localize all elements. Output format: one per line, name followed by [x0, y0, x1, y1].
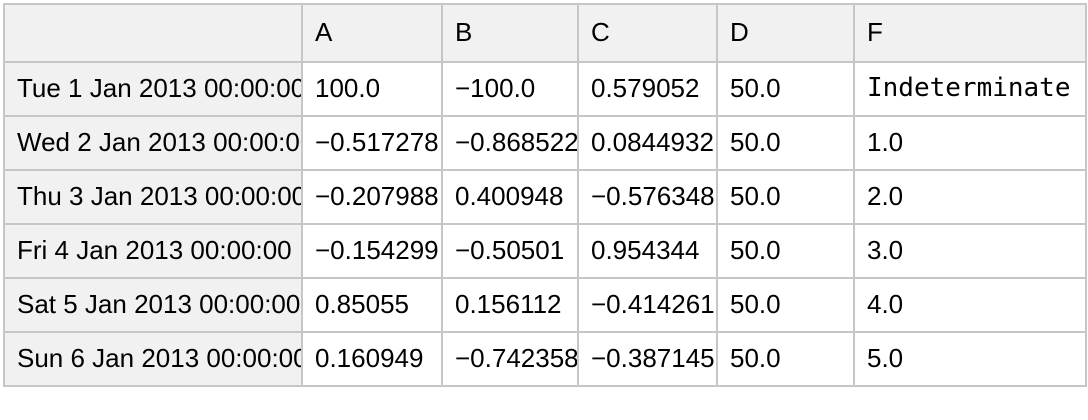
data-cell: −0.154299: [301, 223, 443, 279]
data-cell: −0.576348: [577, 169, 718, 225]
row-index-cell: Sat 5 Jan 2013 00:00:00: [3, 277, 303, 333]
data-cell: 50.0: [716, 331, 855, 387]
data-cell: 4.0: [853, 277, 1087, 333]
data-cell: 2.0: [853, 169, 1087, 225]
column-header-f: F: [853, 3, 1087, 63]
row-index-cell: Tue 1 Jan 2013 00:00:00: [3, 61, 303, 117]
data-cell: 0.156112: [441, 277, 579, 333]
table-row: Thu 3 Jan 2013 00:00:00 −0.207988 0.4009…: [3, 169, 1087, 225]
data-cell: 0.85055: [301, 277, 443, 333]
header-row: A B C D F: [3, 3, 1087, 63]
row-index-cell: Fri 4 Jan 2013 00:00:00: [3, 223, 303, 279]
data-cell: 0.160949: [301, 331, 443, 387]
table-row: Wed 2 Jan 2013 00:00:00 −0.517278 −0.868…: [3, 115, 1087, 171]
row-index-cell: Sun 6 Jan 2013 00:00:00: [3, 331, 303, 387]
data-cell: −100.0: [441, 61, 579, 117]
data-cell: 0.954344: [577, 223, 718, 279]
row-index-cell: Wed 2 Jan 2013 00:00:00: [3, 115, 303, 171]
row-index-cell: Thu 3 Jan 2013 00:00:00: [3, 169, 303, 225]
dataframe-table: A B C D F Tue 1 Jan 2013 00:00:00 100.0 …: [3, 3, 1087, 387]
column-header-b: B: [441, 3, 579, 63]
data-cell: 5.0: [853, 331, 1087, 387]
data-cell: 0.0844932: [577, 115, 718, 171]
data-cell: 0.400948: [441, 169, 579, 225]
table-row: Sat 5 Jan 2013 00:00:00 0.85055 0.156112…: [3, 277, 1087, 333]
column-header-a: A: [301, 3, 443, 63]
data-cell: −0.207988: [301, 169, 443, 225]
data-cell: 50.0: [716, 277, 855, 333]
data-cell: 100.0: [301, 61, 443, 117]
data-cell-indeterminate: Indeterminate: [853, 61, 1087, 117]
table-row: Tue 1 Jan 2013 00:00:00 100.0 −100.0 0.5…: [3, 61, 1087, 117]
data-cell: −0.742358: [441, 331, 579, 387]
data-cell: 50.0: [716, 169, 855, 225]
data-cell: 50.0: [716, 223, 855, 279]
data-cell: −0.414261: [577, 277, 718, 333]
table-row: Sun 6 Jan 2013 00:00:00 0.160949 −0.7423…: [3, 331, 1087, 387]
table-row: Fri 4 Jan 2013 00:00:00 −0.154299 −0.505…: [3, 223, 1087, 279]
data-cell: −0.387145: [577, 331, 718, 387]
data-cell: −0.50501: [441, 223, 579, 279]
column-header-blank: [3, 3, 303, 63]
data-cell: 50.0: [716, 61, 855, 117]
data-cell: 0.579052: [577, 61, 718, 117]
data-cell: −0.868522: [441, 115, 579, 171]
dataframe-container: A B C D F Tue 1 Jan 2013 00:00:00 100.0 …: [3, 3, 1087, 387]
data-cell: 1.0: [853, 115, 1087, 171]
data-cell: 50.0: [716, 115, 855, 171]
column-header-d: D: [716, 3, 855, 63]
data-cell: 3.0: [853, 223, 1087, 279]
column-header-c: C: [577, 3, 718, 63]
data-cell: −0.517278: [301, 115, 443, 171]
